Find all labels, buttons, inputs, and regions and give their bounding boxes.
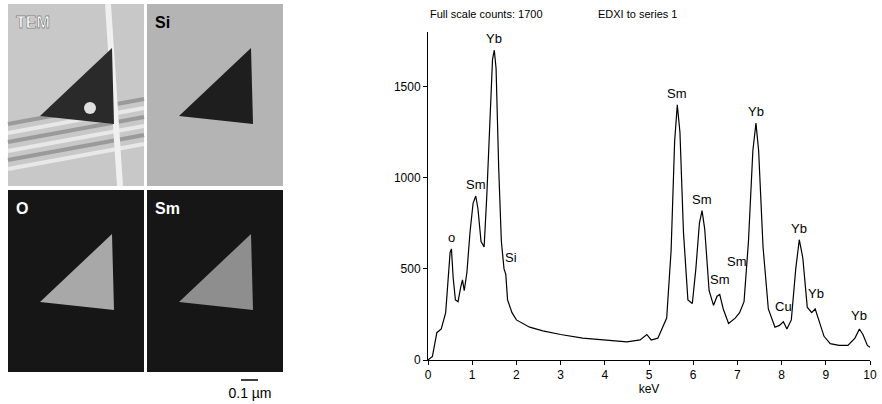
svg-text:0.1 µm: 0.1 µm: [228, 385, 271, 401]
svg-text:0: 0: [414, 353, 421, 367]
svg-text:Full scale counts: 1700: Full scale counts: 1700: [430, 8, 543, 20]
svg-text:Sm: Sm: [155, 200, 180, 217]
svg-text:TEM: TEM: [16, 14, 50, 31]
svg-text:0: 0: [425, 368, 432, 382]
svg-text:Sm: Sm: [466, 177, 486, 192]
svg-text:Si: Si: [155, 14, 170, 31]
svg-text:2: 2: [513, 368, 520, 382]
svg-text:EDXI to series 1: EDXI to series 1: [598, 8, 677, 20]
svg-text:Cu: Cu: [775, 299, 792, 314]
svg-text:Yb: Yb: [791, 221, 807, 236]
svg-text:Sm: Sm: [692, 192, 712, 207]
svg-text:9: 9: [822, 368, 829, 382]
svg-text:4: 4: [601, 368, 608, 382]
svg-text:Yb: Yb: [808, 286, 824, 301]
svg-text:Yb: Yb: [486, 31, 502, 46]
svg-text:8: 8: [778, 368, 785, 382]
svg-text:3: 3: [557, 368, 564, 382]
svg-text:keV: keV: [639, 382, 660, 396]
svg-text:1: 1: [469, 368, 476, 382]
svg-text:1500: 1500: [394, 80, 421, 94]
svg-text:6: 6: [690, 368, 697, 382]
svg-text:o: o: [448, 230, 455, 245]
svg-text:Yb: Yb: [851, 308, 867, 323]
svg-text:500: 500: [401, 262, 421, 276]
svg-text:O: O: [16, 200, 28, 217]
svg-text:Yb: Yb: [748, 104, 764, 119]
svg-text:Si: Si: [505, 250, 517, 265]
svg-text:5: 5: [646, 368, 653, 382]
svg-text:10: 10: [863, 368, 877, 382]
svg-text:7: 7: [734, 368, 741, 382]
svg-text:Sm: Sm: [727, 254, 747, 269]
svg-text:Sm: Sm: [667, 86, 687, 101]
svg-text:1000: 1000: [394, 171, 421, 185]
svg-text:Sm: Sm: [710, 272, 730, 287]
